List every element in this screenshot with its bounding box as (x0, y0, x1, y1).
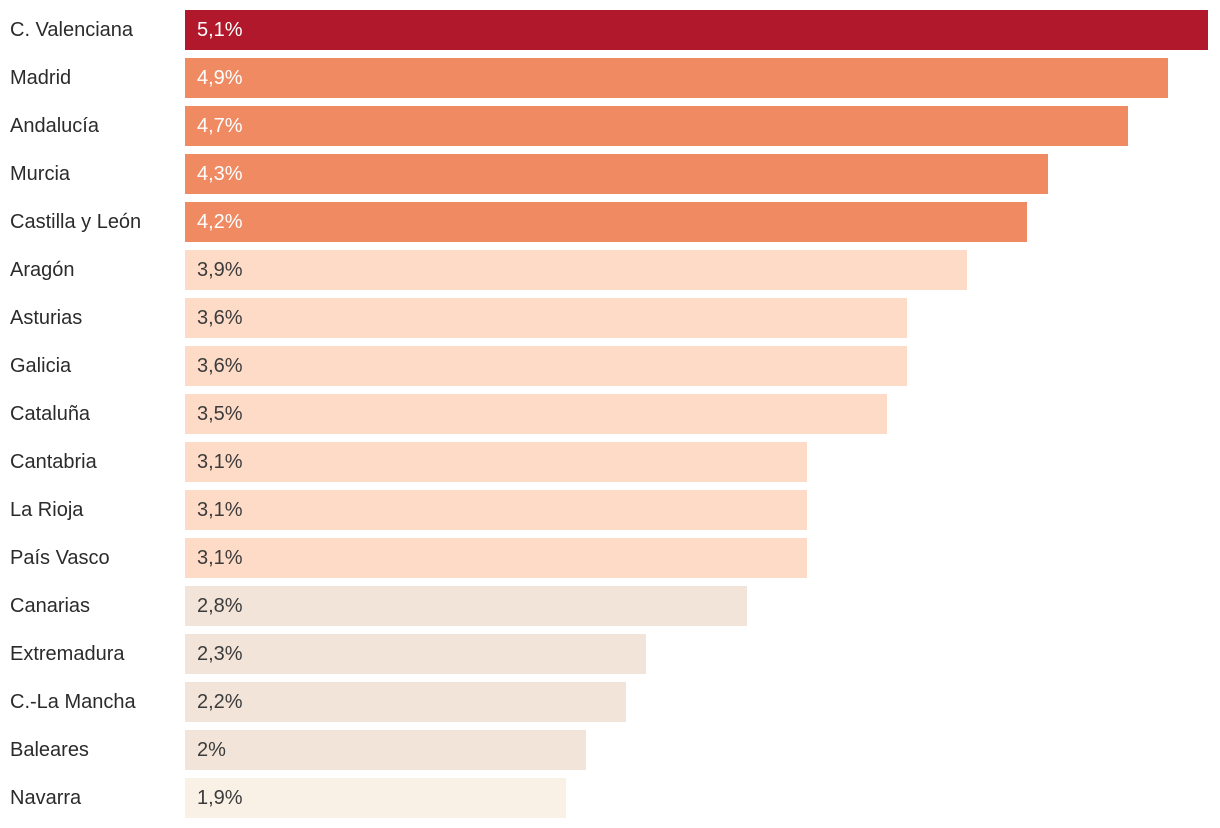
value-bar: 2,8% (185, 586, 747, 626)
value-bar: 2,2% (185, 682, 627, 722)
bar-area: 3,1% (185, 538, 1208, 578)
category-label: Madrid (10, 66, 72, 89)
category-label: Cataluña (10, 402, 91, 425)
value-label: 2,8% (197, 594, 243, 617)
chart-row: Canarias 2,8% (0, 582, 1220, 630)
value-label: 3,6% (197, 306, 243, 329)
value-label: 2,3% (197, 642, 243, 665)
value-bar: 4,3% (185, 154, 1048, 194)
chart-row: Murcia 4,3% (0, 150, 1220, 198)
chart-row: País Vasco 3,1% (0, 534, 1220, 582)
value-label: 4,7% (197, 114, 243, 137)
bar-area: 4,7% (185, 106, 1208, 146)
bar-area: 3,1% (185, 490, 1208, 530)
chart-row: Asturias 3,6% (0, 294, 1220, 342)
value-label: 3,1% (197, 546, 243, 569)
value-label: 5,1% (197, 18, 243, 41)
chart-row: Baleares 2% (0, 726, 1220, 774)
value-bar: 3,9% (185, 250, 968, 290)
category-label: C.-La Mancha (10, 690, 136, 713)
chart-row: Extremadura 2,3% (0, 630, 1220, 678)
chart-row: Aragón 3,9% (0, 246, 1220, 294)
bar-area: 3,6% (185, 298, 1208, 338)
category-label: Baleares (10, 738, 89, 761)
chart-row: C.-La Mancha 2,2% (0, 678, 1220, 726)
value-bar: 3,1% (185, 538, 807, 578)
chart-row: Navarra 1,9% (0, 774, 1220, 822)
chart-row: Galicia 3,6% (0, 342, 1220, 390)
value-bar: 1,9% (185, 778, 567, 818)
category-label: La Rioja (10, 498, 84, 521)
value-label: 3,5% (197, 402, 243, 425)
value-bar: 4,2% (185, 202, 1028, 242)
value-bar: 3,5% (185, 394, 888, 434)
category-label: Navarra (10, 786, 82, 809)
bar-area: 4,2% (185, 202, 1208, 242)
bar-area: 4,9% (185, 58, 1208, 98)
category-label: Cantabria (10, 450, 97, 473)
category-label: País Vasco (10, 546, 110, 569)
value-label: 4,2% (197, 210, 243, 233)
chart-row: C. Valenciana 5,1% (0, 6, 1220, 54)
value-label: 4,9% (197, 66, 243, 89)
value-label: 2% (197, 738, 226, 761)
chart-row: Castilla y León 4,2% (0, 198, 1220, 246)
bar-area: 2,8% (185, 586, 1208, 626)
value-label: 3,1% (197, 498, 243, 521)
value-bar: 2% (185, 730, 587, 770)
value-label: 3,6% (197, 354, 243, 377)
value-bar: 3,6% (185, 298, 908, 338)
bar-area: 5,1% (185, 10, 1208, 50)
value-label: 4,3% (197, 162, 243, 185)
chart-row: Cantabria 3,1% (0, 438, 1220, 486)
category-label: Extremadura (10, 642, 125, 665)
category-label: Andalucía (10, 114, 99, 137)
bar-area: 2,2% (185, 682, 1208, 722)
value-label: 1,9% (197, 786, 243, 809)
category-label: Aragón (10, 258, 75, 281)
bar-area: 3,5% (185, 394, 1208, 434)
bar-area: 3,6% (185, 346, 1208, 386)
value-bar: 4,9% (185, 58, 1168, 98)
bar-area: 4,3% (185, 154, 1208, 194)
bar-area: 3,1% (185, 442, 1208, 482)
category-label: Castilla y León (10, 210, 142, 233)
category-label: Galicia (10, 354, 72, 377)
value-bar: 3,1% (185, 490, 807, 530)
chart-row: Andalucía 4,7% (0, 102, 1220, 150)
chart-row: Cataluña 3,5% (0, 390, 1220, 438)
value-bar: 3,6% (185, 346, 908, 386)
category-label: Canarias (10, 594, 91, 617)
bar-area: 3,9% (185, 250, 1208, 290)
value-label: 3,9% (197, 258, 243, 281)
bar-area: 2% (185, 730, 1208, 770)
category-label: C. Valenciana (10, 18, 134, 41)
category-label: Murcia (10, 162, 71, 185)
value-bar: 3,1% (185, 442, 807, 482)
category-label: Asturias (10, 306, 83, 329)
chart-row: Madrid 4,9% (0, 54, 1220, 102)
chart-row: La Rioja 3,1% (0, 486, 1220, 534)
value-label: 3,1% (197, 450, 243, 473)
bar-area: 2,3% (185, 634, 1208, 674)
value-bar: 2,3% (185, 634, 647, 674)
value-bar: 4,7% (185, 106, 1128, 146)
value-bar: 5,1% (185, 10, 1208, 50)
value-label: 2,2% (197, 690, 243, 713)
bar-area: 1,9% (185, 778, 1208, 818)
